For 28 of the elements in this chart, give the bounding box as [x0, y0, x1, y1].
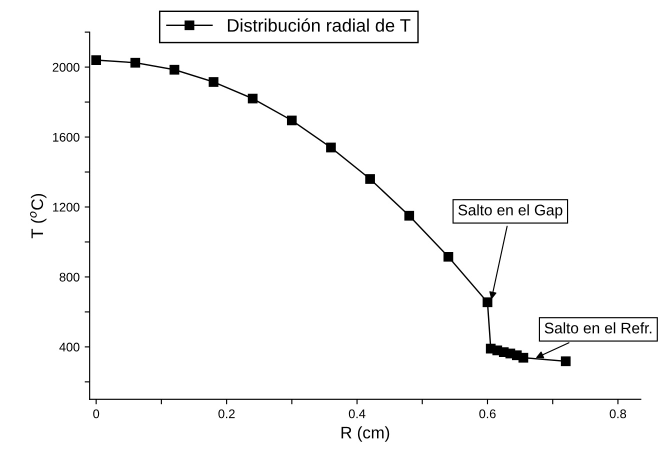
x-tick-label: 0.2	[218, 409, 235, 418]
point	[91, 55, 102, 65]
y-axis-title: T ($^{o}$C)	[30, 194, 46, 238]
x-tick-label: 0.6	[479, 409, 496, 418]
point	[248, 94, 258, 104]
y-tick-label: 1600	[53, 132, 80, 142]
y-tick-label: 400	[59, 342, 80, 352]
annotation: Salto en el Refr.	[544, 322, 652, 334]
point	[170, 64, 180, 75]
y-tick-label: 800	[60, 272, 80, 282]
point	[365, 174, 375, 184]
point	[482, 297, 492, 308]
point	[443, 252, 454, 262]
x-tick-label: 0.4	[348, 409, 366, 418]
x-tick-label: 0.8	[610, 409, 626, 418]
legend-label: Distribución radial de T	[228, 18, 410, 32]
point	[518, 352, 528, 363]
point	[286, 116, 297, 126]
point	[130, 58, 140, 68]
point	[208, 77, 218, 87]
y-tick-label: 1200	[53, 202, 80, 212]
x-axis-title: R (cm)	[342, 426, 390, 442]
point	[326, 142, 336, 152]
point	[404, 210, 414, 221]
annotation: Salto en el Gap	[458, 204, 562, 218]
point	[560, 356, 571, 366]
x-tick-label: 0	[93, 409, 100, 418]
y-tick-label: 2000	[52, 62, 80, 72]
